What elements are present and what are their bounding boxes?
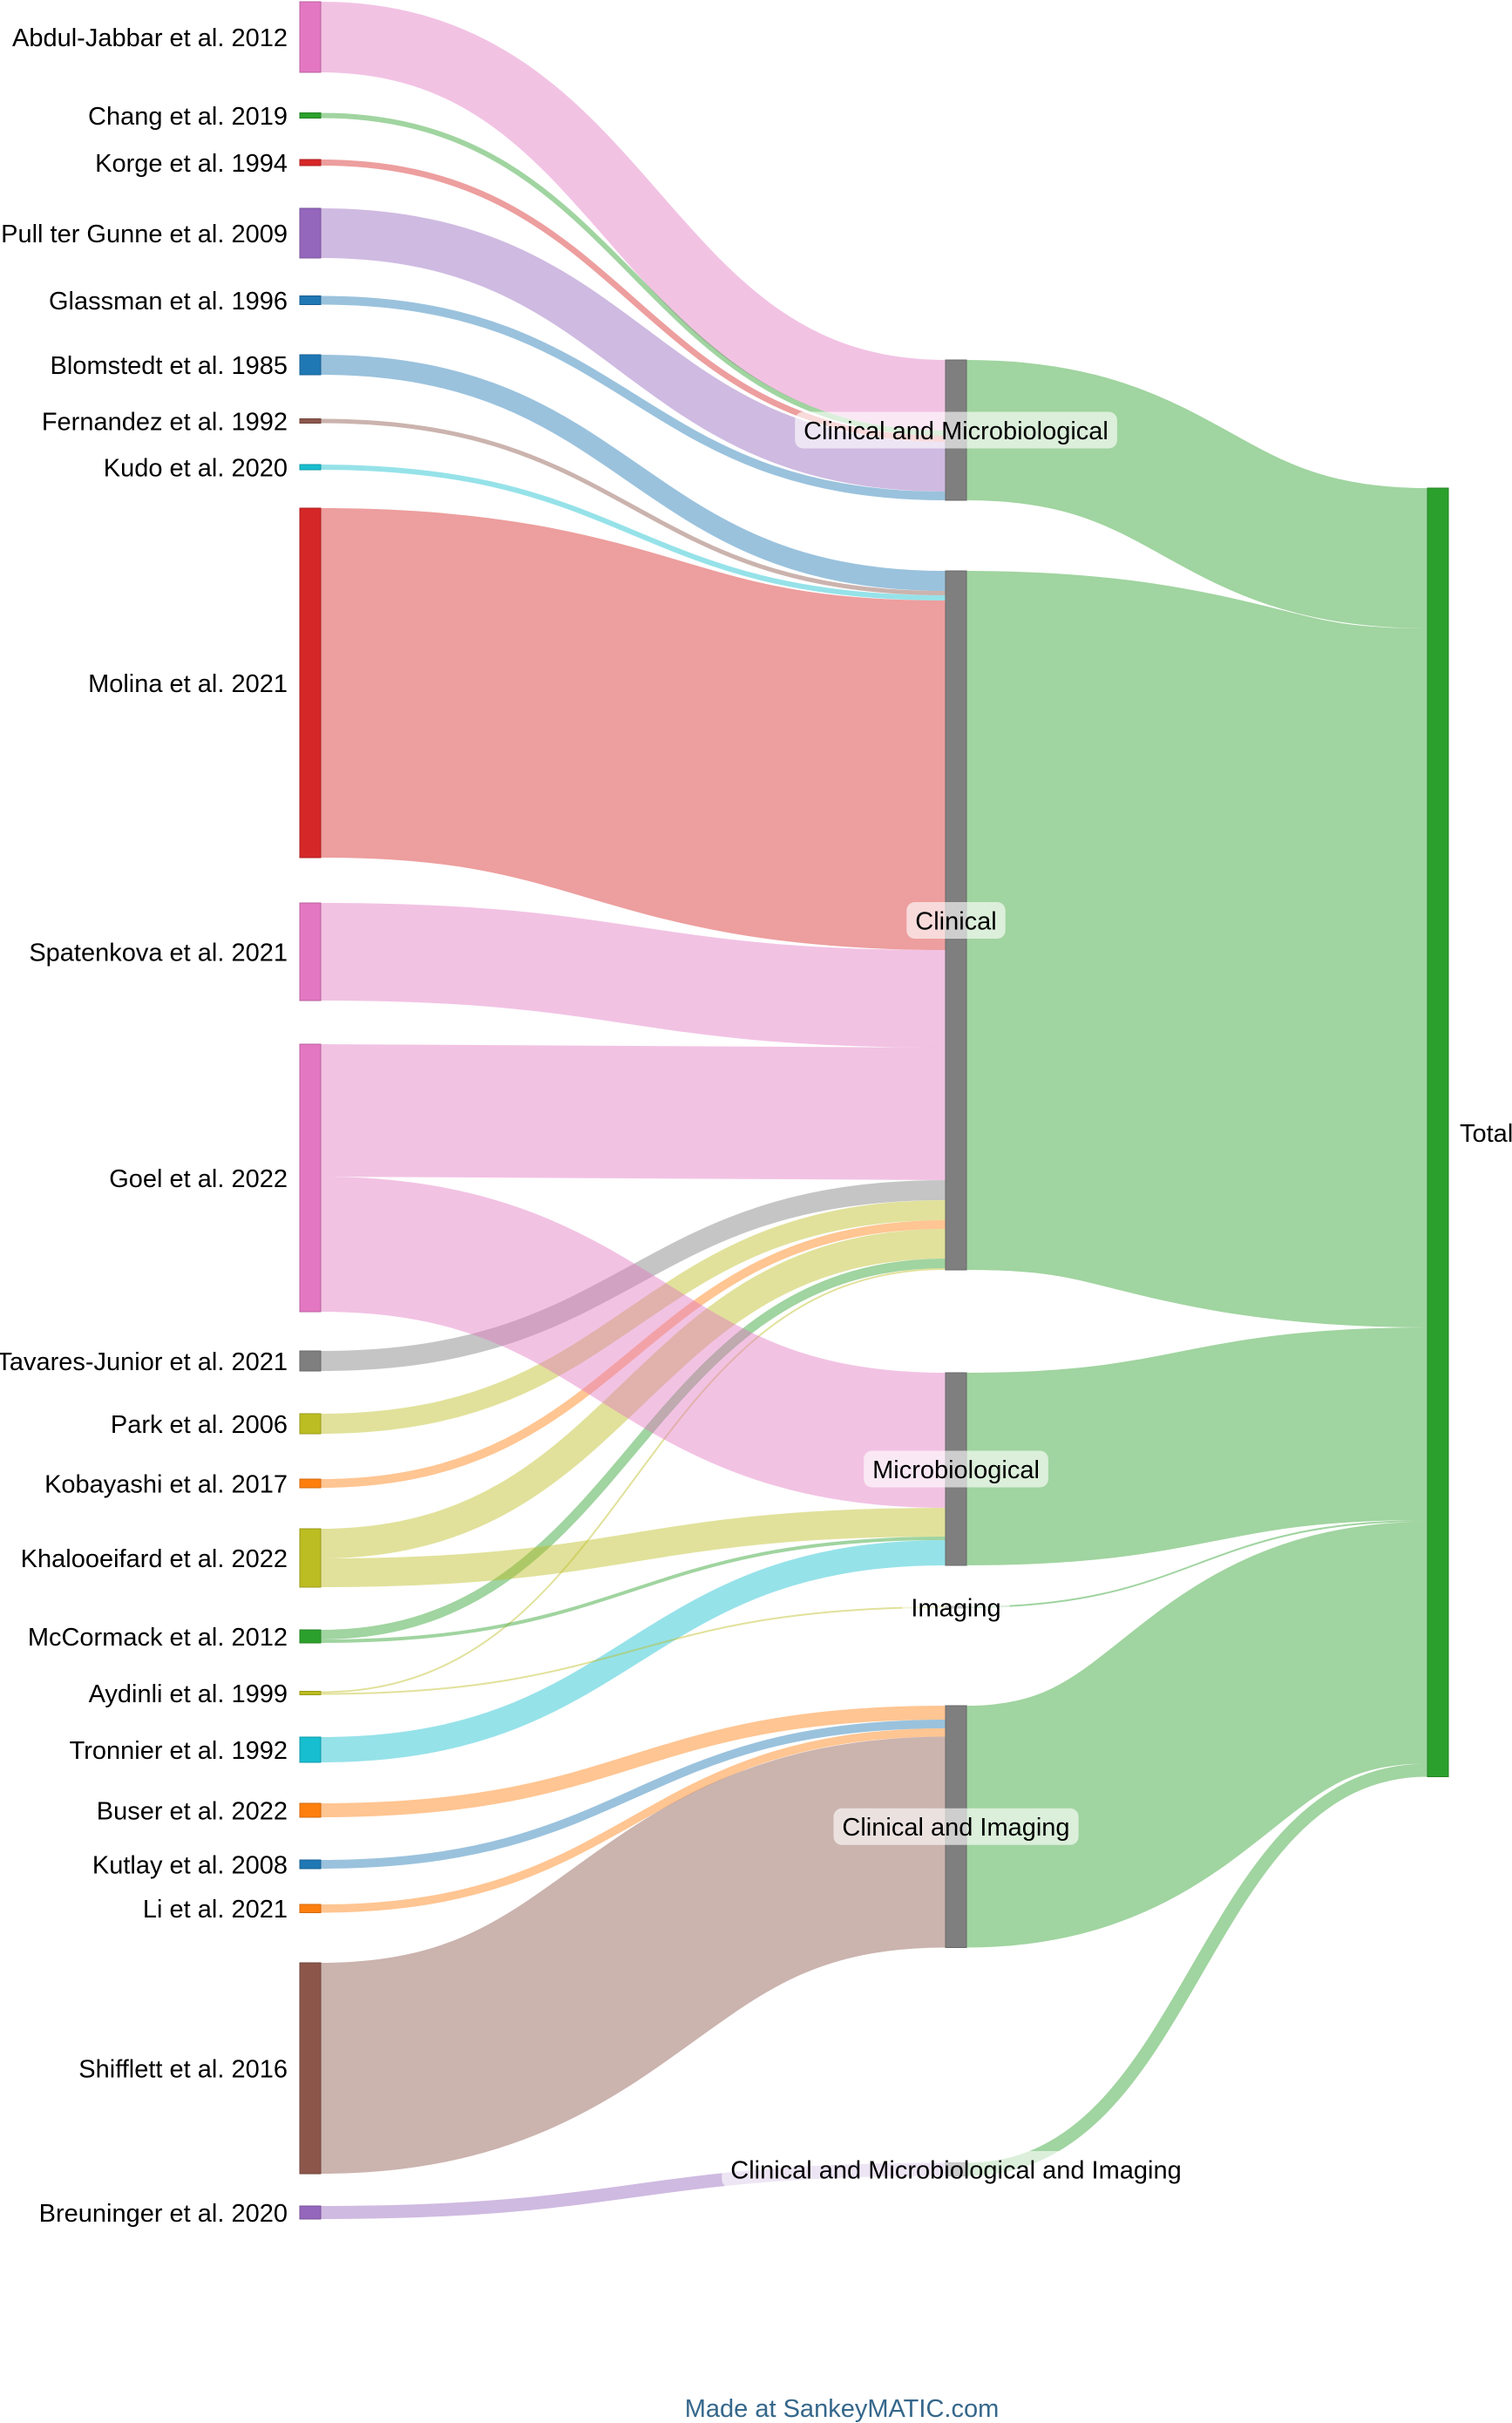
svg-text:Buser et al. 2022: Buser et al. 2022 <box>97 1798 288 1826</box>
svg-text:Shifflett et al. 2016: Shifflett et al. 2016 <box>78 2056 288 2084</box>
svg-text:Breuninger et al. 2020: Breuninger et al. 2020 <box>39 2200 288 2228</box>
svg-text:Korge et al. 1994: Korge et al. 1994 <box>95 150 288 178</box>
svg-text:Imaging: Imaging <box>911 1595 1000 1623</box>
svg-text:Aydinli et al. 1999: Aydinli et al. 1999 <box>89 1680 288 1708</box>
svg-text:Goel et al. 2022: Goel et al. 2022 <box>109 1165 288 1193</box>
svg-text:McCormack et al. 2012: McCormack et al. 2012 <box>28 1624 288 1652</box>
svg-text:Clinical and Imaging: Clinical and Imaging <box>842 1814 1069 1842</box>
svg-text:Clinical: Clinical <box>915 908 996 936</box>
svg-text:Spatenkova et al. 2021: Spatenkova et al. 2021 <box>29 940 288 967</box>
svg-text:Abdul-Jabbar et al. 2012: Abdul-Jabbar et al. 2012 <box>12 24 288 52</box>
svg-text:Kudo et al. 2020: Kudo et al. 2020 <box>104 455 288 483</box>
svg-text:Made at SankeyMATIC.com: Made at SankeyMATIC.com <box>685 2395 999 2423</box>
svg-text:Fernandez et al. 1992: Fernandez et al. 1992 <box>42 409 288 437</box>
svg-text:Pull ter Gunne et al. 2009: Pull ter Gunne et al. 2009 <box>1 221 288 248</box>
svg-text:Blomstedt et al. 1985: Blomstedt et al. 1985 <box>51 352 288 380</box>
svg-text:Molina et al. 2021: Molina et al. 2021 <box>88 670 288 698</box>
svg-text:Tavares-Junior et al. 2021: Tavares-Junior et al. 2021 <box>0 1348 288 1376</box>
svg-text:Clinical and Microbiological: Clinical and Microbiological <box>803 417 1109 445</box>
svg-text:Park et al. 2006: Park et al. 2006 <box>111 1411 288 1439</box>
svg-text:Glassman et al. 1996: Glassman et al. 1996 <box>49 288 288 316</box>
svg-text:Microbiological: Microbiological <box>872 1456 1040 1484</box>
svg-text:Chang et al. 2019: Chang et al. 2019 <box>88 103 288 131</box>
svg-text:Khalooeifard et al. 2022: Khalooeifard et al. 2022 <box>21 1545 288 1573</box>
svg-text:Total: Total <box>1460 1120 1512 1148</box>
svg-text:Li et al. 2021: Li et al. 2021 <box>143 1896 288 1924</box>
svg-text:Kutlay et al. 2008: Kutlay et al. 2008 <box>92 1852 288 1880</box>
svg-text:Kobayashi et al. 2017: Kobayashi et al. 2017 <box>44 1471 288 1499</box>
svg-text:Clinical and Microbiological a: Clinical and Microbiological and Imaging <box>730 2157 1181 2185</box>
svg-text:Tronnier et al. 1992: Tronnier et al. 1992 <box>70 1737 288 1765</box>
